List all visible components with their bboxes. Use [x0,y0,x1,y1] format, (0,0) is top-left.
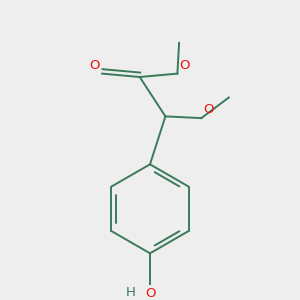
Text: O: O [179,59,190,72]
Text: O: O [89,59,99,72]
Text: H: H [126,286,136,299]
Text: O: O [203,103,214,116]
Text: O: O [145,287,155,300]
